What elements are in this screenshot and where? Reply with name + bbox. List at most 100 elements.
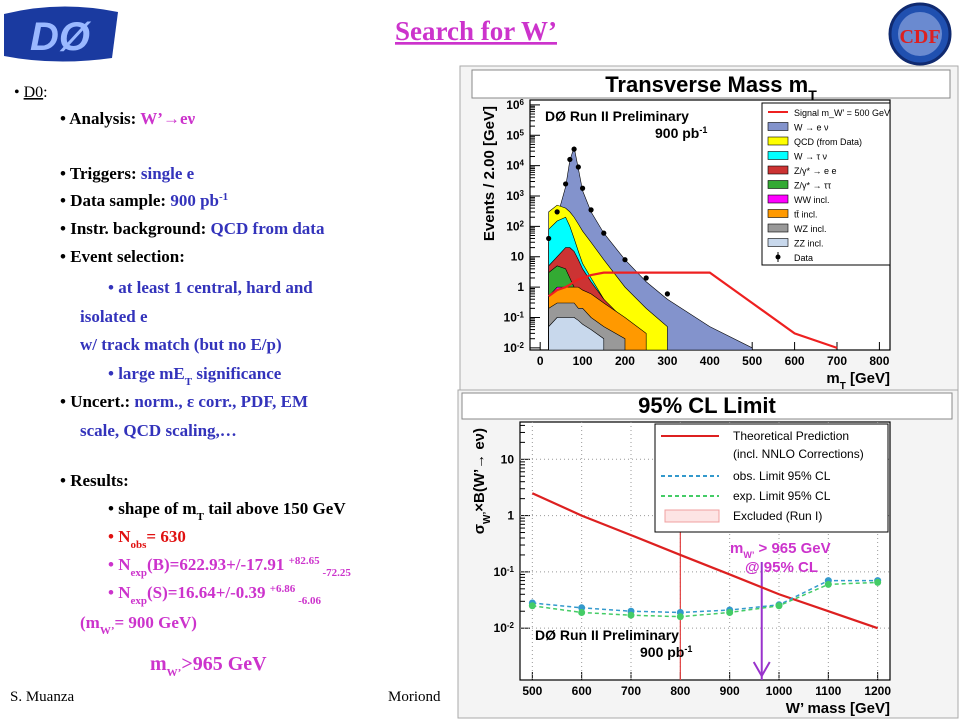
text-segment: norm., ε corr., PDF, EM xyxy=(134,392,308,411)
data-point xyxy=(563,181,569,187)
text-segment: • Results: xyxy=(60,471,129,490)
bullet-line: • Uncert.: norm., ε corr., PDF, EM xyxy=(60,392,308,411)
marker xyxy=(627,611,635,619)
bullet-line: (mW’= 900 GeV) xyxy=(80,613,197,637)
legend-label: WZ incl. xyxy=(794,224,827,234)
data-point xyxy=(643,275,649,281)
legend-swatch xyxy=(767,194,789,204)
bullet-line: • Nobs= 630 xyxy=(108,527,186,551)
tick-exp: -1 xyxy=(517,310,525,319)
data-layer xyxy=(528,492,882,630)
data-point xyxy=(567,156,573,163)
text-segment: T xyxy=(185,376,193,388)
tick-base: 10 xyxy=(506,128,520,142)
text-segment: (S)=16.64+/-0.39 xyxy=(147,583,270,602)
logo-inner xyxy=(898,12,942,56)
text-segment: Transverse Mass m xyxy=(605,72,808,97)
footer-author: S. Muanza xyxy=(10,689,74,705)
bullet-line: • Event selection: xyxy=(60,247,185,266)
legend-swatch xyxy=(767,180,789,189)
tick-exp: 3 xyxy=(520,189,525,198)
text-segment: (m xyxy=(80,613,100,632)
data-point xyxy=(554,209,560,215)
annotation: @ 95% CL xyxy=(745,559,818,576)
legend-label: Data xyxy=(794,253,813,263)
legend-label: QCD (from Data) xyxy=(794,137,862,147)
x-tick-label: 500 xyxy=(522,684,542,698)
legend-swatch xyxy=(775,254,781,260)
text-segment: -1 xyxy=(219,191,228,203)
line xyxy=(531,492,879,630)
text-segment: exp xyxy=(130,595,147,607)
text-segment: • shape of m xyxy=(108,499,197,518)
text-segment: = 900 GeV) xyxy=(115,613,197,632)
tick-base: 10 xyxy=(504,341,518,355)
text-segment: -6.06 xyxy=(295,595,321,607)
legend-label: WW incl. xyxy=(794,195,830,205)
annotation: DØ Run II Preliminary xyxy=(535,627,679,643)
x-tick-label: 600 xyxy=(572,684,592,698)
x-axis-label: mT [GeV] xyxy=(826,370,890,392)
text-segment: m xyxy=(150,653,167,675)
text-segment: W’ xyxy=(167,667,182,679)
y-tick-label: 1 xyxy=(507,509,514,523)
tick-base: 10 xyxy=(504,310,518,324)
logo-text: DØ xyxy=(30,15,92,59)
text-segment: W’ xyxy=(100,625,115,637)
legend-label: W → e ν xyxy=(794,123,829,133)
text-segment: • Uncert.: xyxy=(60,392,134,411)
text-segment: single e xyxy=(141,164,195,183)
text-segment: T xyxy=(197,511,205,523)
y-tick-label: 106 xyxy=(506,97,524,112)
legend-label: Signal m_W’ = 500 GeV xyxy=(794,108,890,118)
bullet-line: mW’>965 GeV xyxy=(150,653,267,679)
marker xyxy=(775,602,783,610)
text-segment: • xyxy=(14,84,24,101)
legend-swatch xyxy=(767,223,789,233)
bullet-line: • Results: xyxy=(60,471,129,490)
text-segment: (B)=622.93+/-17.91 xyxy=(147,555,289,574)
plot-title: 95% CL Limit xyxy=(638,393,776,418)
plot-title: Transverse Mass mT xyxy=(605,72,817,103)
text-segment: m xyxy=(730,540,743,557)
data-point xyxy=(622,257,628,263)
text-segment: DØ Run II Preliminary xyxy=(545,108,689,124)
plots: Transverse Mass mT0 100 200 300 400 500 600 700… xyxy=(457,65,959,719)
bullet-line: • Data sample: 900 pb-1 xyxy=(60,191,228,210)
x-tick-label: 800 xyxy=(670,684,690,698)
text-segment: exp xyxy=(130,567,147,579)
text-segment: -72.25 xyxy=(320,567,352,579)
text-segment: • large mE xyxy=(108,364,185,383)
x-tick-label: 200 xyxy=(615,354,635,368)
legend-label: obs. Limit 95% CL xyxy=(733,469,831,483)
text-segment: -1 xyxy=(699,125,707,135)
area xyxy=(548,317,605,350)
marker xyxy=(676,613,684,621)
tick-exp: 6 xyxy=(520,97,525,106)
y-tick-label: 10-1 xyxy=(494,564,515,579)
x-tick-label: 400 xyxy=(700,354,720,368)
text-segment: • Instr. background: xyxy=(60,219,211,238)
bullet-line: • Nexp(S)=16.64+/-0.39 +6.86 -6.06 xyxy=(108,583,321,607)
marker xyxy=(578,608,586,616)
text-segment: • Event selection: xyxy=(60,247,185,266)
legend-swatch xyxy=(767,209,789,218)
text-segment: DØ Run II Preliminary xyxy=(535,627,679,643)
tick-exp: -2 xyxy=(507,621,515,630)
text-segment: W’ xyxy=(743,550,754,560)
x-tick-label: 900 xyxy=(720,684,740,698)
text-segment: • at least 1 central, hard and xyxy=(108,278,313,297)
x-tick-label: 800 xyxy=(869,354,889,368)
data-point xyxy=(588,207,594,213)
text-segment: • N xyxy=(108,527,131,546)
marker xyxy=(528,602,536,610)
text-segment: [GeV] xyxy=(846,370,890,387)
data-point xyxy=(664,291,670,297)
x-tick-label: 700 xyxy=(621,684,641,698)
text-segment: -1 xyxy=(684,644,692,654)
data-layer xyxy=(546,146,838,350)
y-tick-label: 10 xyxy=(511,250,525,264)
y-tick-label: 104 xyxy=(506,158,524,173)
text-segment: tail above 150 GeV xyxy=(204,499,346,518)
